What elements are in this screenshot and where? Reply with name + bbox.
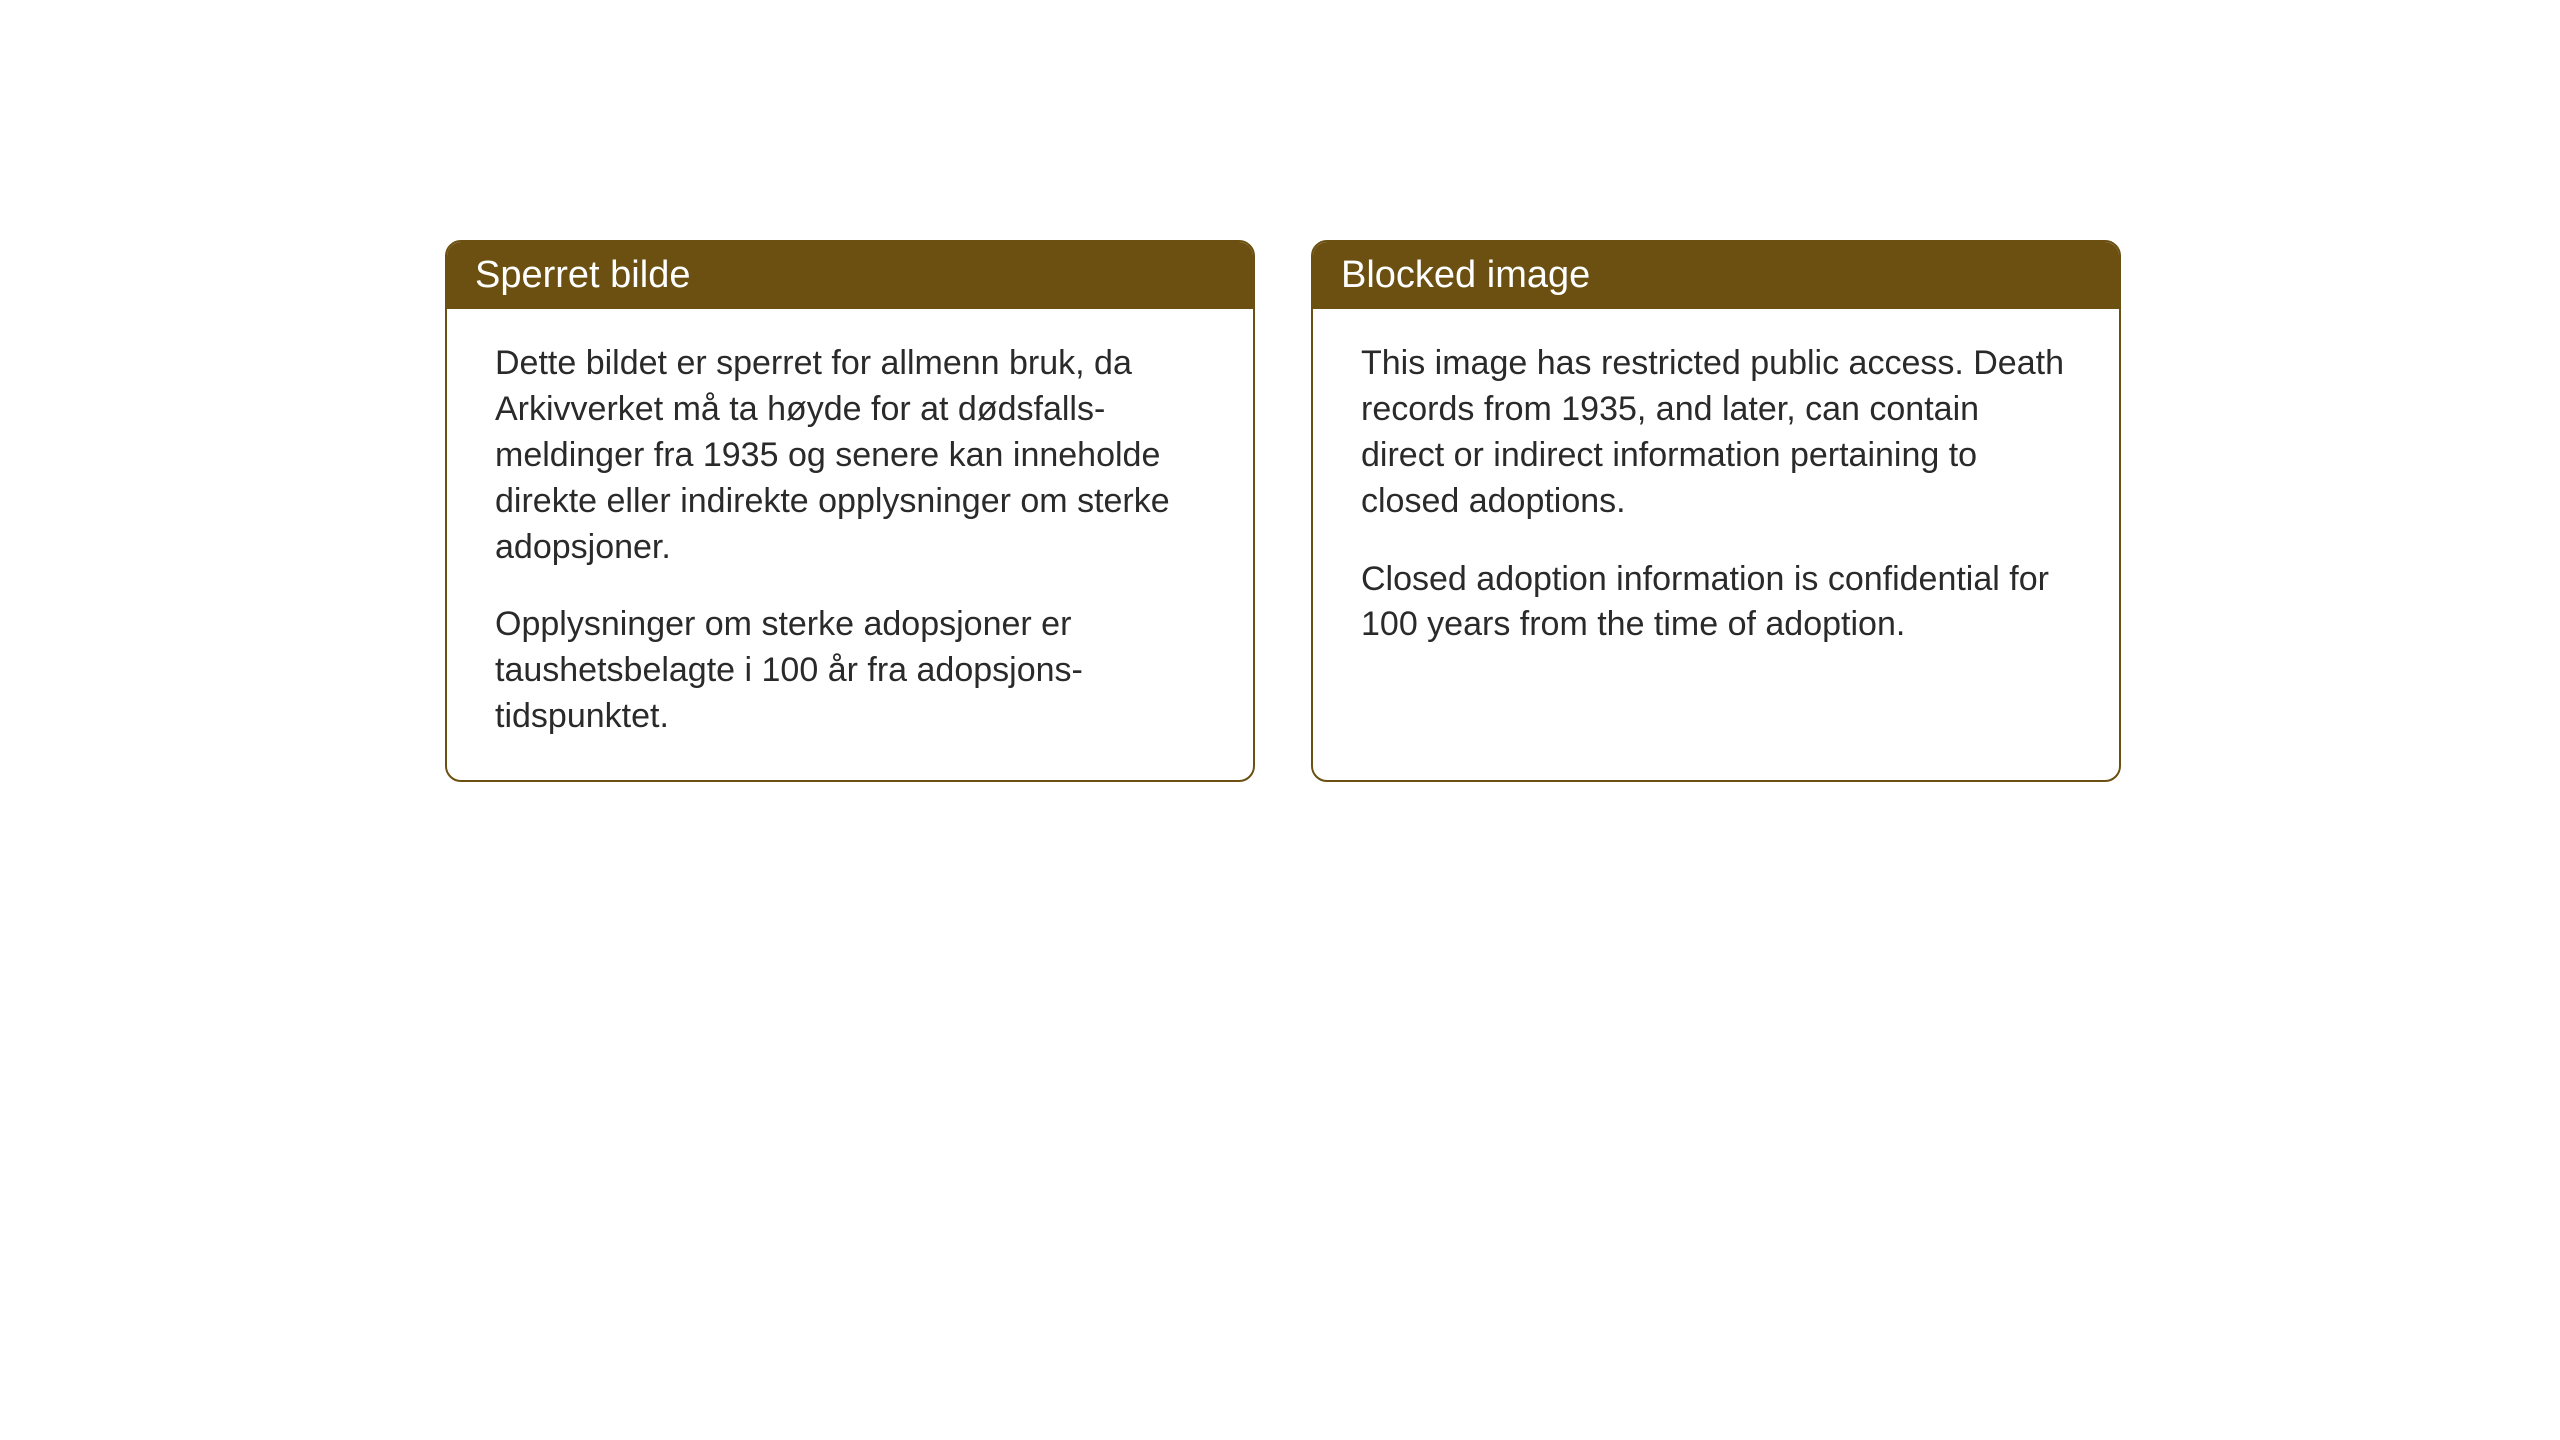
- english-notice-card: Blocked image This image has restricted …: [1311, 240, 2121, 782]
- norwegian-notice-card: Sperret bilde Dette bildet er sperret fo…: [445, 240, 1255, 782]
- notice-container: Sperret bilde Dette bildet er sperret fo…: [445, 240, 2121, 782]
- norwegian-paragraph-2: Opplysninger om sterke adopsjoner er tau…: [495, 602, 1205, 740]
- english-card-title: Blocked image: [1313, 242, 2119, 309]
- english-paragraph-2: Closed adoption information is confident…: [1361, 557, 2071, 649]
- english-card-body: This image has restricted public access.…: [1313, 309, 2119, 688]
- norwegian-card-title: Sperret bilde: [447, 242, 1253, 309]
- english-paragraph-1: This image has restricted public access.…: [1361, 341, 2071, 525]
- norwegian-card-body: Dette bildet er sperret for allmenn bruk…: [447, 309, 1253, 780]
- norwegian-paragraph-1: Dette bildet er sperret for allmenn bruk…: [495, 341, 1205, 570]
